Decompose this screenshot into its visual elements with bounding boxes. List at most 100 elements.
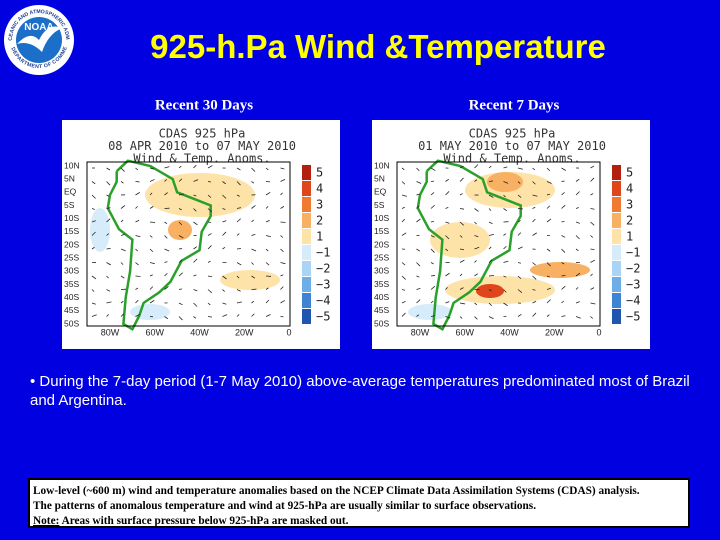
wind-vector: [474, 246, 480, 250]
wind-vector: [546, 181, 552, 184]
wind-vector: [135, 314, 141, 317]
wind-vector: [207, 289, 213, 294]
wind-vector: [178, 165, 182, 169]
wind-vector: [164, 192, 168, 196]
map-caption: Recent 30 Days: [155, 97, 253, 113]
colorbar-box: [612, 293, 621, 308]
anomaly-shading: [220, 270, 280, 290]
wind-vector: [236, 233, 240, 236]
wind-vector: [416, 248, 421, 252]
wind-vector: [193, 208, 197, 212]
wind-vector: [445, 272, 450, 277]
wind-vector: [193, 221, 198, 226]
lat-label: 5S: [64, 200, 75, 210]
wind-vector: [561, 315, 566, 317]
map-header-line: 01 MAY 2010 to 07 MAY 2010: [418, 139, 606, 153]
wind-vector: [430, 275, 436, 277]
wind-vector: [445, 248, 449, 252]
wind-vector: [590, 177, 595, 182]
wind-vector: [149, 274, 153, 277]
wind-vector: [445, 207, 449, 209]
wind-vector: [590, 193, 594, 196]
wind-vector: [546, 218, 552, 223]
colorbar-box: [302, 229, 311, 244]
wind-vector: [532, 300, 537, 304]
wind-vector: [430, 192, 435, 196]
wind-vector: [590, 302, 596, 305]
wind-vector: [251, 262, 254, 265]
wind-vector: [590, 316, 594, 319]
wind-vector: [459, 287, 464, 290]
wind-vector: [459, 193, 463, 196]
lon-label: 60W: [455, 327, 474, 337]
wind-vector: [236, 262, 242, 266]
colorbar-box: [302, 309, 311, 324]
colorbar-label: 1: [316, 230, 323, 244]
wind-vector: [193, 258, 198, 263]
wind-vector: [106, 314, 109, 317]
wind-vector: [546, 248, 551, 252]
wind-vector: [575, 301, 580, 304]
wind-vector: [474, 235, 479, 238]
lat-label: 50S: [374, 318, 389, 328]
wind-vector: [517, 289, 523, 293]
wind-vector: [575, 221, 580, 224]
wind-vector: [590, 287, 595, 290]
colorbar-label: 1: [626, 230, 633, 244]
wind-vector: [532, 181, 536, 185]
wind-vector: [488, 246, 492, 250]
wind-vector: [178, 288, 183, 290]
wind-vector: [120, 262, 124, 265]
wind-vector: [91, 275, 97, 280]
lat-label: 35S: [374, 279, 389, 289]
colorbar-label: −2: [626, 262, 640, 276]
anomaly-shading: [476, 284, 504, 298]
lat-label: EQ: [64, 187, 77, 197]
map-caption: Recent 7 Days: [469, 97, 560, 113]
wind-vector: [207, 208, 213, 213]
wind-vector: [416, 193, 420, 196]
wind-vector: [488, 234, 494, 236]
coastline: [106, 159, 212, 331]
colorbar-label: −4: [316, 294, 330, 308]
map-header-line: Wind & Temp. Anoms.: [443, 152, 580, 166]
wind-vector: [280, 300, 285, 304]
wind-vector: [135, 248, 138, 252]
wind-vector: [416, 287, 421, 290]
wind-vector: [236, 301, 242, 304]
colorbar-box: [302, 165, 311, 180]
colorbar-label: 5: [626, 166, 633, 180]
wind-vector: [149, 235, 153, 238]
wind-vector: [532, 206, 536, 209]
wind-vector: [488, 221, 493, 225]
lon-label: 0: [286, 327, 291, 337]
wind-vector: [459, 235, 463, 238]
lat-label: 5N: [374, 173, 385, 183]
wind-vector: [532, 262, 536, 266]
colorbar-box: [302, 277, 311, 292]
wind-vector: [401, 275, 406, 280]
wind-vector: [207, 316, 213, 318]
wind-vector: [590, 208, 595, 210]
wind-vector: [416, 181, 422, 184]
wind-vector: [280, 235, 284, 238]
wind-vector: [503, 302, 508, 307]
wind-vector: [265, 206, 269, 209]
wind-vector: [503, 245, 507, 250]
logo-name: NOAA: [24, 22, 53, 33]
wind-vector: [459, 177, 464, 182]
colorbar-box: [612, 165, 621, 180]
wind-vector: [236, 181, 241, 186]
wind-vector: [474, 260, 477, 263]
wind-vector: [120, 167, 125, 172]
wind-vector: [590, 221, 595, 226]
wind-vector: [474, 316, 478, 320]
colorbar-box: [612, 197, 621, 212]
wind-vector: [236, 207, 241, 209]
wind-vector: [430, 167, 436, 171]
lat-label: 15S: [64, 226, 79, 236]
wind-vector: [532, 289, 536, 291]
wind-vector: [517, 232, 522, 236]
wind-vector: [561, 300, 565, 304]
